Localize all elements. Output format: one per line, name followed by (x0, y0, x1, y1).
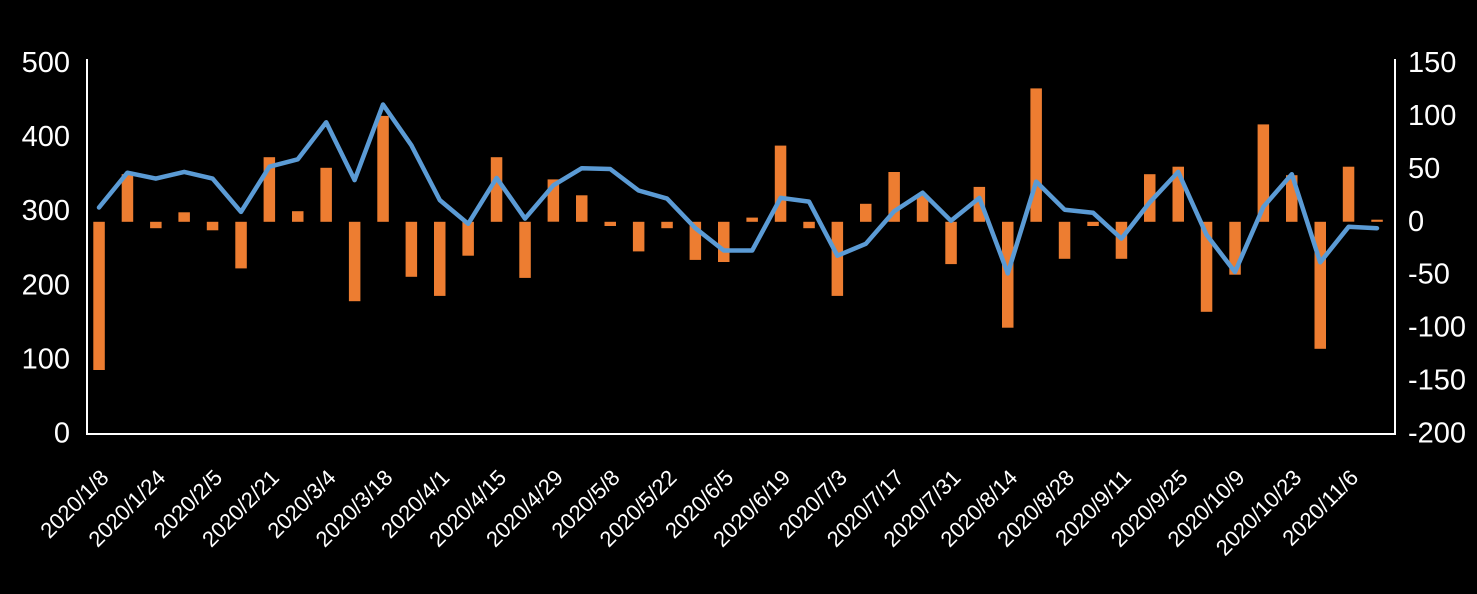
bar (547, 179, 560, 222)
left-axis-tick-label: 500 (22, 47, 70, 79)
bar (632, 221, 645, 252)
bar (1229, 221, 1241, 275)
bar-series (93, 88, 1383, 370)
bar (661, 221, 673, 229)
bar (1371, 219, 1383, 222)
x-axis-tick-labels: 2020/1/82020/1/242020/2/52020/2/212020/3… (35, 465, 1363, 561)
bar (1087, 221, 1099, 226)
bar (1172, 166, 1184, 222)
bar (1342, 166, 1355, 222)
left-axis-tick-label: 0 (54, 418, 70, 450)
bar (945, 221, 957, 265)
bar (831, 221, 844, 296)
bar (121, 174, 134, 222)
bar (405, 221, 418, 277)
bar (1314, 221, 1326, 349)
bar (434, 221, 446, 296)
bar (576, 195, 588, 222)
bar (718, 221, 730, 262)
right-axis-tick-label: 100 (1408, 100, 1456, 132)
bar (888, 172, 900, 222)
bar (235, 221, 247, 269)
left-axis-tick-label: 300 (22, 195, 70, 227)
axis-lines (86, 59, 1396, 435)
bar (348, 221, 361, 302)
right-axis-tick-label: -200 (1408, 418, 1466, 450)
line-series-path (96, 102, 1380, 276)
left-axis-tick-labels: 0 100 200 300 400 500 (22, 47, 70, 450)
bar (803, 221, 815, 229)
bar (206, 221, 219, 231)
right-axis-tick-label: -50 (1408, 259, 1450, 291)
bar (973, 186, 986, 222)
bar (1058, 221, 1071, 259)
bar (490, 157, 503, 222)
bar (178, 212, 190, 222)
bar (93, 221, 105, 370)
right-axis-tick-labels: 150 100 50 0 -50 -100 -150 -200 (1408, 47, 1466, 450)
line-series (96, 102, 1380, 276)
bar (320, 167, 332, 222)
left-axis-tick-label: 400 (22, 121, 70, 153)
bar (462, 221, 474, 256)
right-axis-tick-label: 150 (1408, 47, 1456, 79)
bar (292, 211, 304, 222)
bar (1257, 124, 1270, 222)
bar (1200, 221, 1213, 312)
bar (916, 195, 929, 222)
left-axis-tick-label: 200 (22, 269, 70, 301)
bar (689, 221, 702, 260)
bar (774, 145, 787, 222)
bar (860, 203, 872, 222)
bar (746, 217, 758, 222)
bar (1030, 88, 1042, 222)
bar (604, 221, 616, 226)
left-axis-tick-label: 100 (22, 343, 70, 375)
bar (1144, 174, 1156, 222)
right-axis-tick-label: 50 (1408, 153, 1440, 185)
right-axis-tick-label: 0 (1408, 206, 1424, 238)
bar (263, 157, 276, 222)
right-axis-tick-label: -100 (1408, 312, 1466, 344)
right-axis-tick-label: -150 (1408, 365, 1466, 397)
bar (150, 221, 162, 229)
bar (377, 115, 389, 222)
bar (519, 221, 531, 278)
bar (1286, 175, 1298, 222)
